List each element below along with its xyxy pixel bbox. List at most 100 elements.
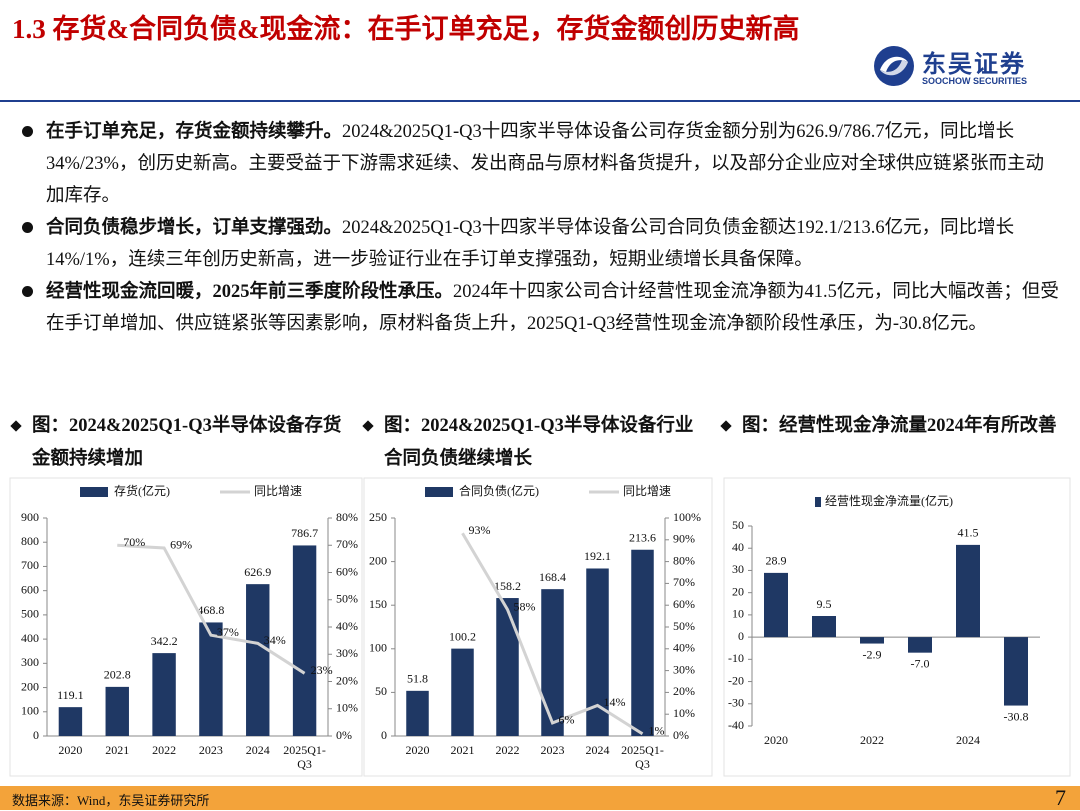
legend-swatch xyxy=(815,497,821,507)
y2-tick-label: 50% xyxy=(336,592,358,606)
y-tick-label: -20 xyxy=(728,673,744,687)
y2-tick-label: 60% xyxy=(336,564,358,578)
y2-tick-label: 60% xyxy=(673,597,695,611)
y-tick-label: 50 xyxy=(732,518,744,532)
bar-value-label: -30.8 xyxy=(1004,709,1029,723)
y2-tick-label: 10% xyxy=(336,701,358,715)
y-tick-label: 300 xyxy=(21,655,39,669)
y2-tick-label: 30% xyxy=(336,646,358,660)
charts: 01002003004005006007008009000%10%20%30%4… xyxy=(9,477,1071,777)
bar-value-label: 168.4 xyxy=(539,570,566,584)
y-tick-label: 900 xyxy=(21,510,39,524)
y-tick-label: 20 xyxy=(732,584,744,598)
x-tick-label: 2020 xyxy=(764,733,788,747)
line-value-label: 23% xyxy=(311,663,333,677)
bar-value-label: 9.5 xyxy=(817,597,832,611)
y-tick-label: 100 xyxy=(369,641,387,655)
slide-title: 1.3 存货&合同负债&现金流：在手订单充足，存货金额创历史新高 xyxy=(12,14,800,44)
x-tick-label: 2025Q1-Q3 xyxy=(621,743,664,771)
chart-title: 图：经营性现金净流量2024年有所改善 xyxy=(742,416,1057,436)
bullet-lead: 经营性现金流回暖，2025年前三季度阶段性承压。 xyxy=(46,282,454,302)
y-tick-label: 30 xyxy=(732,562,744,576)
y2-tick-label: 70% xyxy=(673,575,695,589)
bar-value-label: 28.9 xyxy=(766,554,787,568)
logo-icon xyxy=(874,46,914,86)
line-value-label: 37% xyxy=(217,625,239,639)
footer: 数据来源：Wind，东吴证券研究所 7 xyxy=(0,785,1080,810)
y2-tick-label: 70% xyxy=(336,537,358,551)
bar xyxy=(631,549,654,736)
x-tick-label: 2023 xyxy=(541,743,565,757)
y-tick-label: 150 xyxy=(369,597,387,611)
bar xyxy=(812,616,836,638)
legend-label: 同比增速 xyxy=(623,484,671,498)
bar-value-label: 158.2 xyxy=(494,579,521,593)
bullet: 在手订单充足，存货金额持续攀升。2024&2025Q1-Q3十四家半导体设备公司… xyxy=(18,116,1060,212)
logo: 东吴证券 SOOCHOW SECURITIES xyxy=(872,44,1062,94)
bar xyxy=(105,686,129,736)
legend-label: 同比增速 xyxy=(254,484,302,498)
bar xyxy=(451,648,474,736)
bar-value-label: -2.9 xyxy=(863,647,882,661)
bar xyxy=(152,653,176,736)
bar-value-label: 51.8 xyxy=(407,672,428,686)
x-tick-label: 2023 xyxy=(199,743,223,757)
bullet-text: 2024&2025Q1-Q3十四家半导体设备公司存货金额分别为626.9/786… xyxy=(46,122,1044,206)
chart-title: 图：2024&2025Q1-Q3半导体设备行业合同负债继续增长 xyxy=(384,416,694,469)
bar xyxy=(860,637,884,644)
line-value-label: 6% xyxy=(559,713,575,727)
x-tick-label: 2020 xyxy=(406,743,430,757)
x-tick-label: 2022 xyxy=(496,743,520,757)
line xyxy=(461,532,644,736)
legend-label: 经营性现金净流量(亿元) xyxy=(825,493,953,508)
bar xyxy=(496,598,519,736)
bar-value-label: 119.1 xyxy=(57,688,84,702)
chart-title: 图：2024&2025Q1-Q3半导体设备存货金额持续增加 xyxy=(32,416,342,469)
y-tick-label: 40 xyxy=(732,540,744,554)
y-tick-label: 500 xyxy=(21,607,39,621)
bar-value-label: 202.8 xyxy=(104,668,131,682)
source-note: 数据来源：Wind，东吴证券研究所 xyxy=(12,793,210,808)
line-value-label: 69% xyxy=(170,538,192,552)
y2-tick-label: 20% xyxy=(673,684,695,698)
bar-value-label: 626.9 xyxy=(244,565,271,579)
y2-tick-label: 40% xyxy=(673,641,695,655)
bar xyxy=(586,568,609,736)
bar xyxy=(1004,637,1028,706)
line-value-label: 70% xyxy=(123,535,145,549)
x-tick-label: 2022 xyxy=(860,733,884,747)
bar xyxy=(292,545,317,736)
bar xyxy=(908,637,932,653)
y-tick-label: 0 xyxy=(738,629,744,643)
y-tick-label: 100 xyxy=(21,704,39,718)
chart-frame xyxy=(9,477,363,777)
bar-value-label: 213.6 xyxy=(629,530,656,544)
y-tick-label: 0 xyxy=(381,728,387,742)
bullet: 经营性现金流回暖，2025年前三季度阶段性承压。2024年十四家公司合计经营性现… xyxy=(18,276,1060,340)
y2-tick-label: 10% xyxy=(673,706,695,720)
x-tick-label: 2025Q1-Q3 xyxy=(283,743,326,771)
bar-value-label: -7.0 xyxy=(911,656,930,670)
chart-frame xyxy=(363,477,713,777)
bullet-text: 2024年十四家公司合计经营性现金流净额为41.5亿元，同比大幅改善；但受在手订… xyxy=(46,282,1059,334)
line-value-label: 34% xyxy=(264,633,286,647)
bar-value-label: 786.7 xyxy=(291,526,318,540)
logo-text: 东吴证券 xyxy=(922,50,1026,78)
y-tick-label: 50 xyxy=(375,684,387,698)
chart-title-box: 图：2024&2025Q1-Q3半导体设备行业合同负债继续增长 xyxy=(358,410,698,476)
y2-tick-label: 0% xyxy=(336,728,352,742)
line-value-label: 1% xyxy=(649,724,665,738)
bullet-list: 在手订单充足，存货金额持续攀升。2024&2025Q1-Q3十四家半导体设备公司… xyxy=(18,116,1060,340)
y2-tick-label: 0% xyxy=(673,728,689,742)
y2-tick-label: 90% xyxy=(673,532,695,546)
bullet-lead: 在手订单充足，存货金额持续攀升。 xyxy=(46,122,343,142)
x-tick-label: 2024 xyxy=(246,743,270,757)
bar xyxy=(406,690,429,736)
y2-tick-label: 80% xyxy=(336,510,358,524)
chart-frame xyxy=(723,477,1071,777)
bar-value-label: 41.5 xyxy=(958,526,979,540)
y2-tick-label: 20% xyxy=(336,673,358,687)
y-tick-label: 10 xyxy=(732,607,744,621)
y-tick-label: -10 xyxy=(728,651,744,665)
